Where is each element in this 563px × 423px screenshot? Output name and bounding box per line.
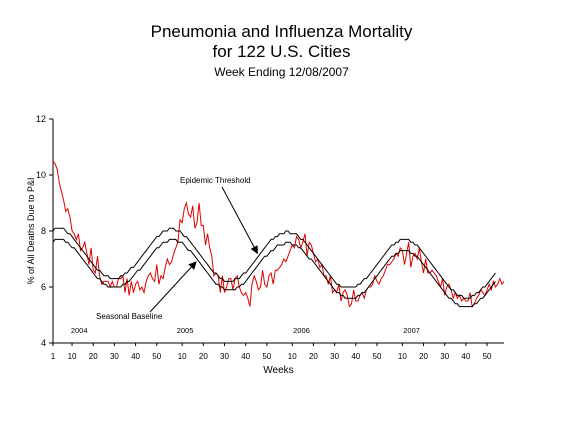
x-tick-label: 20: [89, 352, 98, 361]
y-tick-label: 4: [41, 338, 46, 348]
x-tick-label: 30: [330, 352, 339, 361]
observed-line: [52, 160, 505, 308]
year-label: 2007: [403, 326, 420, 335]
x-tick-label: 30: [440, 352, 449, 361]
x-tick-label: 20: [199, 352, 208, 361]
x-tick-label: 50: [483, 352, 492, 361]
seasonal-baseline-label: Seasonal Baseline: [96, 312, 163, 321]
x-tick-label: 10: [288, 352, 297, 361]
x-axis-title: Weeks: [263, 365, 293, 376]
x-tick-label: 10: [178, 352, 187, 361]
epidemic-threshold-arrow: [221, 186, 258, 255]
y-axis-title: % of All Deaths Due to P&I: [26, 177, 36, 284]
chart-title-line2: for 122 U.S. Cities: [212, 42, 351, 61]
year-label: 2005: [177, 326, 194, 335]
x-tick-label: 30: [220, 352, 229, 361]
chart-title: Pneumonia and Influenza Mortality: [150, 22, 413, 41]
x-tick-label: 1: [51, 352, 56, 361]
year-label: 2006: [293, 326, 310, 335]
x-tick-label: 30: [110, 352, 119, 361]
y-tick-label: 10: [36, 170, 46, 180]
y-tick-label: 12: [36, 114, 46, 124]
x-tick-label: 10: [68, 352, 77, 361]
x-tick-label: 20: [419, 352, 428, 361]
x-tick-label: 40: [461, 352, 470, 361]
x-tick-label: 20: [309, 352, 318, 361]
x-tick-label: 50: [373, 352, 382, 361]
x-tick-label: 40: [351, 352, 360, 361]
x-tick-label: 50: [152, 352, 161, 361]
x-tick-label: 40: [241, 352, 250, 361]
year-label: 2004: [71, 326, 88, 335]
x-tick-label: 10: [398, 352, 407, 361]
seasonal-baseline-arrow: [149, 261, 197, 313]
epidemic-threshold-line: [52, 227, 496, 299]
seasonal-baseline-line: [52, 238, 496, 308]
epidemic-threshold-label: Epidemic Threshold: [180, 176, 251, 185]
chart-subtitle: Week Ending 12/08/2007: [214, 65, 349, 79]
x-tick-label: 50: [262, 352, 271, 361]
y-tick-label: 8: [41, 226, 46, 236]
x-tick-label: 40: [131, 352, 140, 361]
y-tick-label: 6: [41, 282, 46, 292]
